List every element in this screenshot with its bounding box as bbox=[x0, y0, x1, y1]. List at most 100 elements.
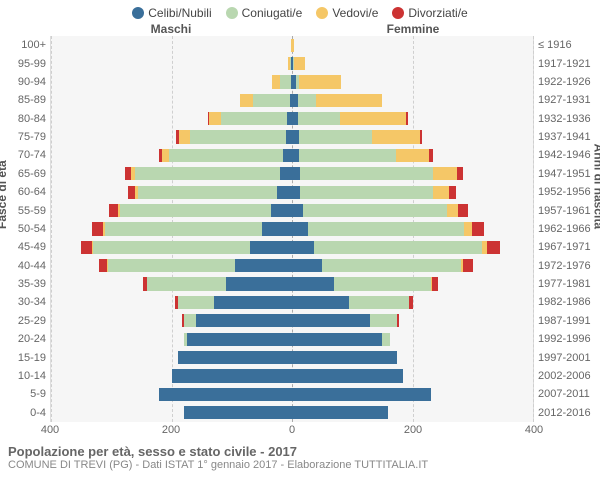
seg-widowed bbox=[447, 204, 458, 217]
seg-divorced bbox=[92, 222, 103, 235]
female-bar bbox=[292, 259, 533, 272]
male-bar bbox=[51, 222, 292, 235]
birth-label: 1987-1991 bbox=[538, 312, 600, 330]
legend-label: Divorziati/e bbox=[408, 6, 467, 20]
seg-divorced bbox=[457, 167, 463, 180]
male-bar bbox=[51, 388, 292, 401]
female-bar bbox=[292, 39, 533, 52]
female-bar bbox=[292, 296, 533, 309]
birth-label: 1917-1921 bbox=[538, 54, 600, 72]
female-bar bbox=[292, 369, 533, 382]
age-label: 0-4 bbox=[0, 404, 46, 422]
birth-year-labels: ≤ 19161917-19211922-19261927-19311932-19… bbox=[534, 36, 600, 422]
male-bar bbox=[51, 333, 292, 346]
birth-label: 2007-2011 bbox=[538, 385, 600, 403]
legend-item: Vedovi/e bbox=[316, 6, 378, 20]
x-tick: 0 bbox=[289, 424, 295, 436]
bar-rows bbox=[51, 36, 533, 422]
seg-married bbox=[322, 259, 461, 272]
seg-widowed bbox=[340, 112, 406, 125]
male-bar bbox=[51, 277, 292, 290]
seg-married bbox=[314, 241, 483, 254]
seg-married bbox=[303, 204, 448, 217]
female-bar bbox=[292, 314, 533, 327]
birth-label: 1932-1936 bbox=[538, 110, 600, 128]
bar-row bbox=[51, 238, 533, 256]
legend-item: Celibi/Nubili bbox=[132, 6, 211, 20]
age-label: 25-29 bbox=[0, 312, 46, 330]
seg-married bbox=[184, 314, 196, 327]
seg-married bbox=[253, 94, 289, 107]
age-label: 15-19 bbox=[0, 348, 46, 366]
seg-single bbox=[280, 167, 292, 180]
bar-row bbox=[51, 257, 533, 275]
bar-row bbox=[51, 146, 533, 164]
bar-row bbox=[51, 312, 533, 330]
female-bar bbox=[292, 204, 533, 217]
seg-single bbox=[292, 167, 300, 180]
bar-row bbox=[51, 54, 533, 72]
legend-dot bbox=[392, 7, 404, 19]
seg-widowed bbox=[292, 39, 294, 52]
bar-row bbox=[51, 36, 533, 54]
female-bar bbox=[292, 388, 533, 401]
female-bar bbox=[292, 94, 533, 107]
birth-label: 2012-2016 bbox=[538, 404, 600, 422]
birth-label: 1922-1926 bbox=[538, 73, 600, 91]
female-bar bbox=[292, 351, 533, 364]
seg-married bbox=[308, 222, 465, 235]
seg-divorced bbox=[458, 204, 468, 217]
bar-row bbox=[51, 183, 533, 201]
footer: Popolazione per età, sesso e stato civil… bbox=[0, 442, 600, 473]
seg-divorced bbox=[449, 186, 456, 199]
seg-single bbox=[292, 369, 403, 382]
birth-label: 1992-1996 bbox=[538, 330, 600, 348]
seg-divorced bbox=[432, 277, 438, 290]
column-headers: Maschi Femmine bbox=[0, 22, 600, 36]
male-bar bbox=[51, 186, 292, 199]
seg-single bbox=[184, 406, 292, 419]
birth-label: 1967-1971 bbox=[538, 238, 600, 256]
male-bar bbox=[51, 57, 292, 70]
female-bar bbox=[292, 277, 533, 290]
birth-label: 1977-1981 bbox=[538, 275, 600, 293]
chart-title: Popolazione per età, sesso e stato civil… bbox=[8, 444, 592, 459]
bar-row bbox=[51, 404, 533, 422]
male-bar bbox=[51, 149, 292, 162]
seg-divorced bbox=[409, 296, 413, 309]
male-bar bbox=[51, 296, 292, 309]
seg-divorced bbox=[487, 241, 500, 254]
seg-married bbox=[298, 94, 316, 107]
seg-widowed bbox=[433, 167, 457, 180]
birth-label: 1927-1931 bbox=[538, 91, 600, 109]
seg-divorced bbox=[420, 130, 422, 143]
bar-row bbox=[51, 165, 533, 183]
age-label: 90-94 bbox=[0, 73, 46, 91]
age-label: 45-49 bbox=[0, 238, 46, 256]
age-label: 75-79 bbox=[0, 128, 46, 146]
seg-divorced bbox=[99, 259, 107, 272]
bar-row bbox=[51, 275, 533, 293]
seg-single bbox=[292, 388, 431, 401]
male-bar bbox=[51, 406, 292, 419]
seg-married bbox=[334, 277, 430, 290]
birth-label: 2002-2006 bbox=[538, 367, 600, 385]
seg-single bbox=[292, 296, 349, 309]
bar-row bbox=[51, 385, 533, 403]
seg-single bbox=[159, 388, 292, 401]
seg-single bbox=[292, 241, 314, 254]
plot-area bbox=[50, 36, 534, 422]
y-axis-label-right: Anni di nascita bbox=[591, 144, 600, 229]
x-tick: 200 bbox=[404, 424, 422, 436]
seg-single bbox=[172, 369, 293, 382]
male-bar bbox=[51, 112, 292, 125]
female-bar bbox=[292, 112, 533, 125]
female-bar bbox=[292, 130, 533, 143]
header-maschi: Maschi bbox=[50, 22, 292, 36]
seg-single bbox=[283, 149, 292, 162]
male-bar bbox=[51, 351, 292, 364]
male-bar bbox=[51, 130, 292, 143]
seg-married bbox=[299, 130, 371, 143]
seg-divorced bbox=[128, 186, 135, 199]
female-bar bbox=[292, 167, 533, 180]
